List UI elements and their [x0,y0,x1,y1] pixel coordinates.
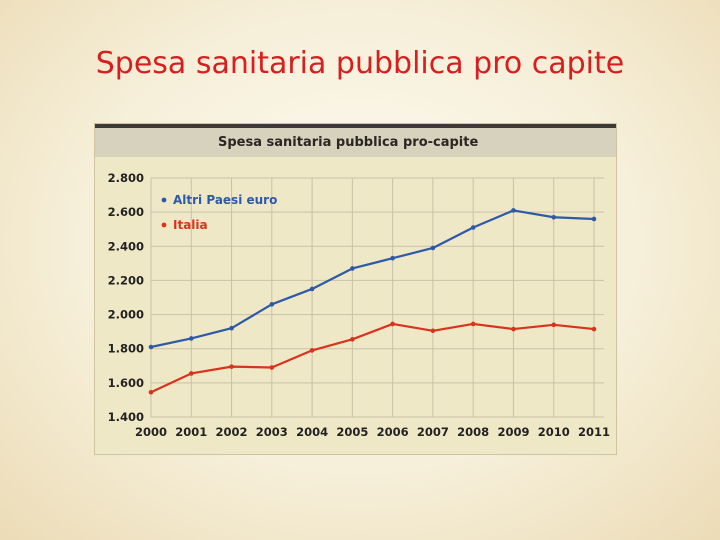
x-tick-label: 2003 [256,425,288,439]
data-point-altri-paesi-euro [148,344,154,350]
y-tick-label: 2.400 [108,239,144,253]
data-point-italia [269,365,275,370]
chart-frame: Spesa sanitaria pubblica pro-capite 1.40… [95,124,616,454]
data-point-italia [551,322,557,328]
data-point-altri-paesi-euro [390,255,395,261]
line-chart: Spesa sanitaria pubblica pro-capite 1.40… [95,124,616,439]
x-tick-label: 2007 [417,425,449,439]
data-point-altri-paesi-euro [350,266,355,271]
y-tick-label: 2.600 [108,205,144,219]
y-tick-label: 1.600 [108,376,144,390]
y-axis-ticks: 1.400 1.600 1.800 2.000 2.200 2.400 2.600 2.800 [108,171,144,424]
data-point-altri-paesi-euro [229,325,234,331]
grid-lines [150,177,604,418]
x-tick-label: 2009 [497,425,529,439]
data-point-italia [148,389,154,395]
legend-label: Italia [173,218,208,232]
x-tick-label: 2002 [216,425,248,439]
data-point-altri-paesi-euro [551,214,557,220]
data-point-altri-paesi-euro [511,208,516,213]
x-tick-label: 2001 [175,425,207,439]
x-tick-label: 2004 [296,425,328,439]
legend-marker [161,197,167,203]
data-point-altri-paesi-euro [430,245,436,251]
data-point-italia [470,321,476,327]
x-tick-label: 2008 [457,425,489,439]
y-tick-label: 2.200 [108,273,144,287]
data-point-altri-paesi-euro [470,225,476,230]
y-tick-label: 2.000 [108,308,144,322]
chart-header-band [95,124,616,157]
data-point-italia [188,371,194,376]
data-point-altri-paesi-euro [591,216,597,222]
x-axis-ticks: 2000 2001 2002 2003 2004 2005 2006 2007 2008 2009… [135,425,610,439]
data-point-italia [350,337,355,342]
y-tick-label: 1.800 [108,342,144,356]
data-point-italia [430,328,436,334]
y-tick-label: 2.800 [108,171,144,185]
chart-top-border [95,124,616,128]
data-point-italia [390,321,395,327]
data-point-italia [591,326,597,332]
legend-marker [161,222,167,228]
slide-title: Spesa sanitaria pubblica pro capite [95,46,625,81]
series-line-italia [150,322,595,394]
x-tick-label: 2000 [135,425,167,439]
x-tick-label: 2005 [336,425,368,439]
series-line-altri-paesi-euro [150,209,595,349]
x-tick-label: 2010 [538,425,570,439]
chart-title: Spesa sanitaria pubblica pro-capite [218,135,478,150]
y-tick-label: 1.400 [108,410,144,424]
data-point-altri-paesi-euro [309,286,315,292]
legend-label: Altri Paesi euro [173,193,277,207]
x-tick-label: 2011 [578,425,610,439]
legend: Altri Paesi euro Italia [161,193,277,232]
data-point-italia [511,326,516,332]
data-point-italia [229,364,234,369]
data-point-altri-paesi-euro [269,302,275,307]
x-tick-label: 2006 [377,425,409,439]
series-lines [148,208,597,395]
data-point-altri-paesi-euro [188,336,194,341]
data-point-italia [309,348,315,353]
